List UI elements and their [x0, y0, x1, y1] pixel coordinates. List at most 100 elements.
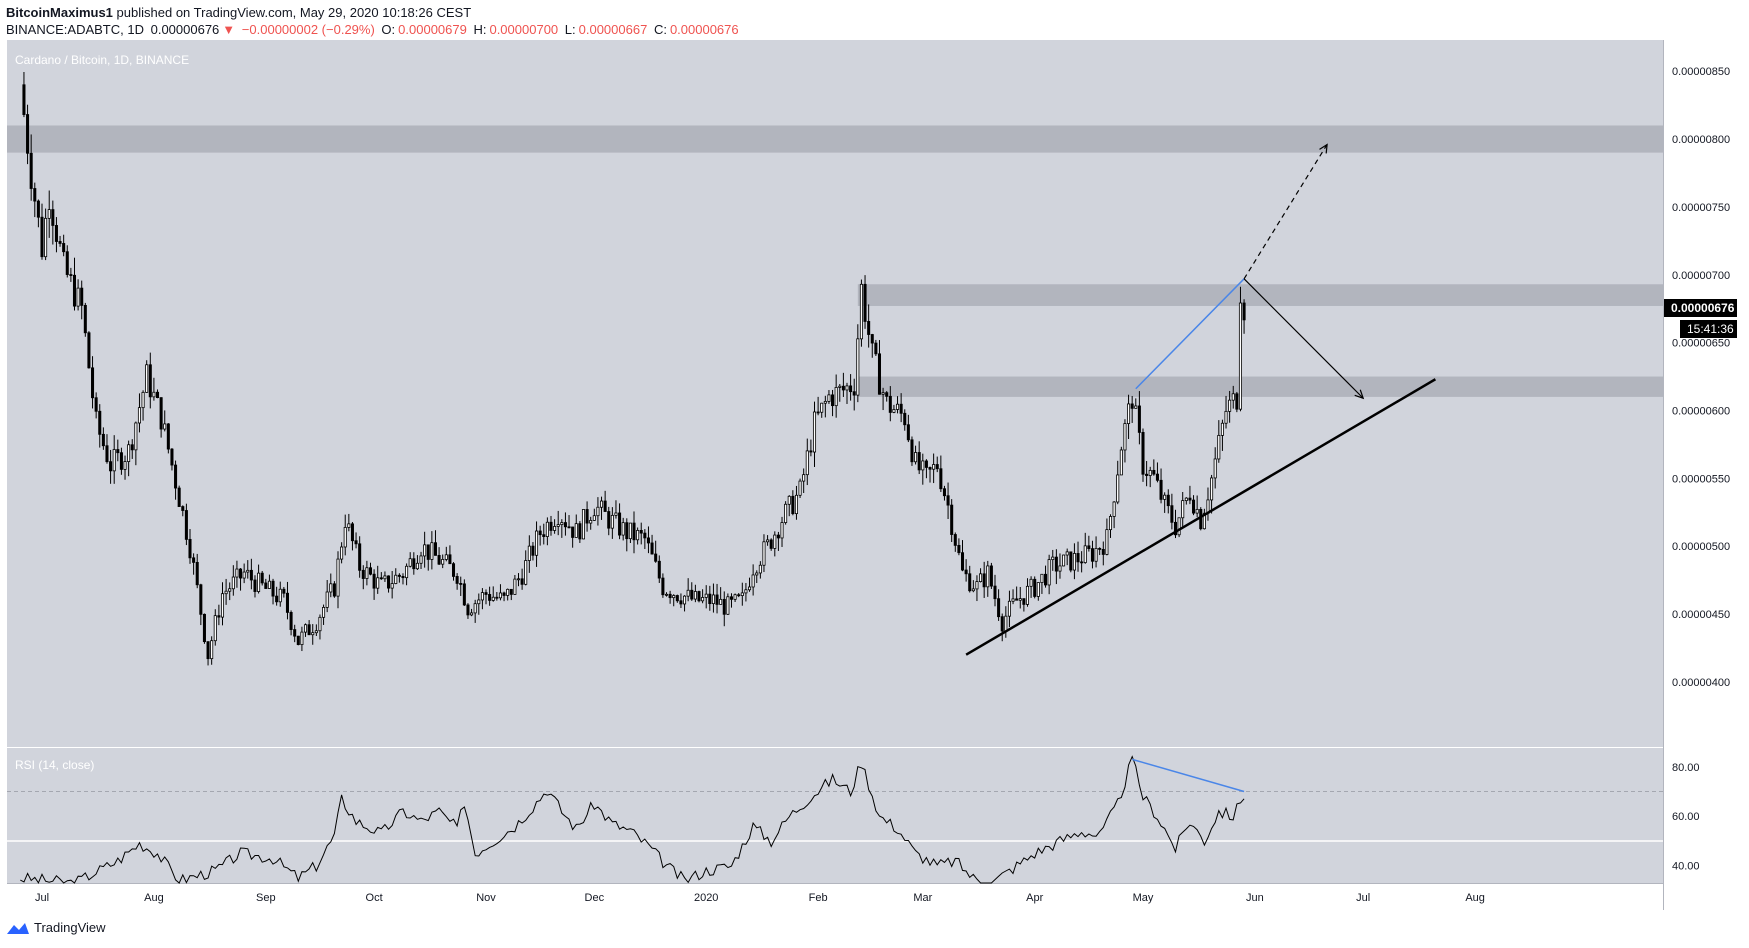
- candle-body: [740, 592, 744, 597]
- candle-body: [589, 519, 593, 524]
- time-tick-label: Aug: [144, 892, 164, 904]
- candle-body: [892, 409, 896, 413]
- candle-body: [946, 495, 950, 506]
- candle-body: [726, 596, 730, 615]
- candle-body: [358, 543, 362, 571]
- candle-body: [271, 580, 275, 597]
- candle-body: [1155, 473, 1159, 481]
- candle-body: [820, 402, 824, 413]
- candle-body: [379, 577, 383, 580]
- candle-body: [585, 509, 589, 524]
- candle-body: [643, 532, 647, 539]
- candle-body: [957, 544, 961, 554]
- candle-body: [105, 445, 109, 463]
- tradingview-logo-icon[interactable]: [6, 921, 30, 935]
- candle-body: [480, 592, 484, 601]
- rsi-bearish-divergence-line[interactable]: [1131, 758, 1245, 793]
- candle-body: [47, 209, 51, 219]
- candle-body: [975, 581, 979, 590]
- candle-body: [101, 433, 105, 447]
- candle-body: [567, 526, 571, 529]
- time-tick-label: Apr: [1026, 892, 1043, 904]
- candle-body: [1090, 548, 1094, 562]
- candle-body: [502, 592, 506, 596]
- candle-body: [408, 558, 412, 567]
- candle-body: [932, 464, 936, 470]
- candle-body: [1069, 551, 1073, 571]
- candle-body: [1108, 516, 1113, 531]
- candle-body: [1058, 565, 1062, 572]
- candle-body: [506, 588, 510, 596]
- candle-body: [455, 576, 459, 584]
- projection-down-arrow-head: [1354, 389, 1365, 400]
- price-axis[interactable]: [1663, 40, 1749, 883]
- candle-body: [329, 583, 333, 593]
- last-price-badge: [1664, 299, 1737, 317]
- time-tick-label: 2020: [694, 892, 718, 904]
- candle-body: [693, 591, 697, 600]
- candle-body: [285, 592, 289, 613]
- candle-body: [632, 522, 636, 541]
- candle-body: [430, 542, 434, 560]
- candle-body: [278, 588, 282, 603]
- candle-body: [794, 494, 798, 515]
- candle-body: [260, 572, 264, 584]
- candle-body: [679, 600, 683, 605]
- candle-body: [134, 422, 138, 451]
- candle-body: [805, 450, 809, 476]
- candle-body: [1036, 582, 1040, 597]
- candle-body: [1025, 585, 1030, 605]
- projection-down-arrow[interactable]: [1243, 278, 1364, 399]
- candle-body: [246, 569, 250, 573]
- candle-body: [228, 588, 232, 592]
- candle-body: [343, 527, 347, 548]
- candle-body: [776, 534, 780, 539]
- candle-body: [610, 514, 614, 529]
- candle-body: [1166, 494, 1170, 507]
- author-name[interactable]: BitcoinMaximus1: [6, 5, 113, 20]
- candle-body: [210, 640, 214, 660]
- ascending-trendline[interactable]: [965, 378, 1437, 656]
- candle-body: [1044, 573, 1048, 586]
- candle-body: [1192, 499, 1196, 514]
- last-price: 0.00000676: [150, 22, 220, 37]
- candle-body: [76, 287, 80, 307]
- candle-body: [257, 572, 261, 592]
- candle-body: [986, 565, 990, 588]
- candle-body: [1072, 553, 1076, 571]
- candle-body: [1076, 553, 1080, 563]
- low-value: 0.00000667: [578, 22, 648, 37]
- candle-body: [206, 641, 210, 660]
- candle-body: [1181, 500, 1185, 519]
- candle-body: [960, 552, 965, 571]
- candle-body: [311, 632, 315, 636]
- candle-body: [192, 557, 196, 563]
- candle-body: [545, 521, 549, 537]
- candle-body: [1116, 474, 1120, 503]
- time-tick-label: Nov: [476, 892, 496, 904]
- candle-body: [701, 597, 705, 602]
- high-value: 0.00000700: [489, 22, 559, 37]
- candle-body: [982, 573, 986, 588]
- resistance-zone-3[interactable]: [857, 376, 1663, 397]
- rsi-tick-label: 60.00: [1672, 811, 1700, 823]
- resistance-zone-1[interactable]: [7, 125, 1663, 153]
- candle-body: [942, 488, 946, 497]
- candle-body: [621, 522, 625, 536]
- candle-body: [470, 612, 474, 616]
- footer-brand[interactable]: TradingView: [34, 920, 106, 935]
- candle-body: [831, 394, 835, 407]
- candle-body: [841, 385, 845, 391]
- candle-body: [917, 452, 921, 471]
- time-tick-label: Sep: [256, 892, 276, 904]
- candle-body: [596, 506, 600, 517]
- time-axis[interactable]: [7, 883, 1663, 910]
- candle-body: [1119, 449, 1123, 476]
- candle-body: [163, 423, 167, 430]
- candle-body: [1217, 434, 1221, 460]
- high-label: H:: [473, 22, 487, 37]
- price-higher-high-line[interactable]: [1135, 278, 1245, 390]
- candle-body: [675, 595, 679, 602]
- candle-body: [1199, 508, 1203, 530]
